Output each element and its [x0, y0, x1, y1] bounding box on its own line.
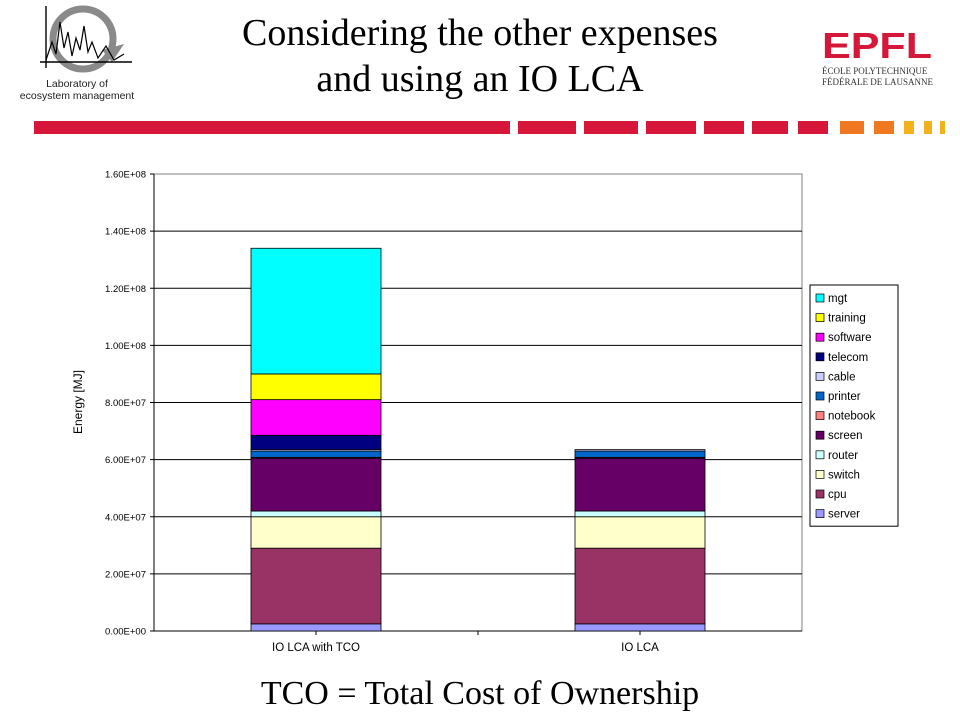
accent-bar-segment	[584, 121, 638, 134]
legend-label-notebook: notebook	[828, 411, 876, 423]
slide-title-line2: and using an IO LCA	[316, 58, 644, 100]
y-tick-label: 1.00E+08	[105, 341, 146, 352]
legend-label-printer: printer	[828, 391, 861, 403]
legend-swatch-notebook	[815, 411, 825, 420]
accent-bar-segment	[798, 121, 828, 134]
epfl-logo-subline1: ÉCOLE POLYTECHNIQUE	[822, 66, 928, 76]
accent-bar-segment	[940, 121, 945, 134]
bar-segment-screen	[574, 457, 706, 512]
bar-segment-router	[574, 510, 706, 518]
epfl-logo-subline2: FÉDÉRALE DE LAUSANNE	[822, 77, 933, 87]
accent-bar-segment	[704, 121, 744, 134]
legend-swatch-cable	[815, 372, 825, 381]
legend-swatch-mgt	[815, 293, 825, 303]
legend-swatch-training	[815, 313, 825, 322]
bar-segment-printer	[250, 450, 382, 458]
x-tick-label: IO LCA with TCO	[272, 642, 360, 654]
y-tick-label: 4.00E+07	[105, 512, 146, 523]
bar-segment-cable	[574, 449, 706, 452]
slide-title-line1: Considering the other expenses	[242, 12, 718, 54]
bar-segment-switch	[250, 516, 382, 549]
y-tick-label: 0.00E+00	[105, 627, 146, 638]
legend-swatch-server	[815, 509, 825, 518]
accent-bar-segment	[904, 121, 914, 134]
epfl-logo: EPFL ÉCOLE POLYTECHNIQUE FÉDÉRALE DE LAU…	[822, 28, 933, 87]
bar-segment-switch	[574, 516, 706, 549]
accent-bar-segment	[518, 121, 576, 134]
lab-caption: Laboratory of ecosystem management	[4, 78, 150, 102]
accent-bar-segment	[840, 121, 864, 134]
legend: mgt training software telecom cable printer no…	[809, 284, 899, 527]
legend-label-cable: cable	[828, 371, 856, 383]
y-axis-label: Energy [MJ]	[71, 370, 85, 434]
bar-segment-server	[250, 623, 382, 632]
legend-label-router: router	[828, 450, 858, 462]
y-tick-label: 2.00E+07	[105, 569, 146, 580]
lab-caption-line1: Laboratory of	[46, 78, 108, 90]
bar-segment-server	[574, 623, 706, 632]
slide-title: Considering the other expenses and using…	[160, 10, 800, 102]
y-tick-label: 8.00E+07	[105, 398, 146, 409]
bar-segment-training	[250, 373, 382, 401]
legend-label-training: training	[828, 313, 866, 325]
legend-label-cpu: cpu	[828, 489, 847, 501]
y-tick-label: 1.60E+08	[105, 170, 146, 181]
epfl-logo-wordmark: EPFL	[822, 28, 932, 66]
bar-segment-router	[250, 510, 382, 518]
accent-bar-segment	[646, 121, 696, 134]
accent-bar-segment	[34, 121, 510, 134]
accent-bar-segment	[874, 121, 894, 134]
bar-segment-telecom	[250, 434, 382, 451]
y-tick-label: 1.20E+08	[105, 284, 146, 295]
bar-segment-software	[250, 399, 382, 436]
legend-swatch-screen	[815, 430, 825, 440]
legend-label-mgt: mgt	[828, 293, 848, 305]
legend-box	[809, 284, 899, 527]
bar-segment-cpu	[574, 547, 706, 625]
footer-note: TCO = Total Cost of Ownership	[260, 675, 700, 712]
bar-segment-printer	[574, 450, 706, 458]
y-tick-label: 1.40E+08	[105, 227, 146, 238]
accent-bar-segment	[752, 121, 788, 134]
legend-label-screen: screen	[828, 430, 863, 442]
bar-segment-screen	[250, 457, 382, 512]
lab-caption-line2: ecosystem management	[19, 90, 135, 102]
legend-swatch-cpu	[815, 489, 825, 499]
legend-label-server: server	[828, 509, 860, 521]
legend-label-switch: switch	[828, 469, 860, 481]
bar-segment-cpu	[250, 547, 382, 625]
lab-logo-circle	[49, 5, 117, 73]
legend-label-software: software	[828, 332, 871, 344]
legend-swatch-router	[815, 450, 825, 460]
lab-logo	[40, 5, 132, 73]
legend-swatch-printer	[815, 391, 825, 401]
legend-label-telecom: telecom	[828, 352, 868, 364]
legend-swatch-software	[815, 332, 825, 342]
x-tick-label: IO LCA	[621, 642, 659, 654]
accent-bar-segment	[924, 121, 932, 134]
legend-swatch-switch	[815, 470, 825, 479]
y-tick-label: 6.00E+07	[105, 455, 146, 466]
lab-logo-curve	[45, 21, 125, 61]
legend-swatch-telecom	[815, 352, 825, 362]
bar-segment-mgt	[250, 247, 382, 375]
